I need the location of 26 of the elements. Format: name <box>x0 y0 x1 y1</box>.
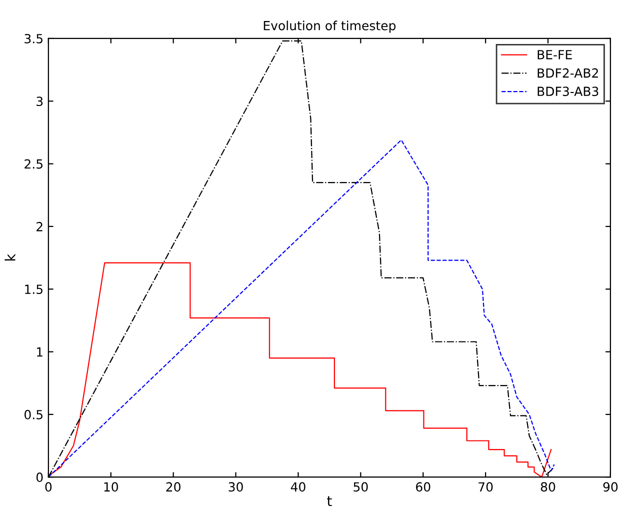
x-tick-label: 30 <box>228 482 243 492</box>
x-tick-label: 20 <box>166 482 180 492</box>
x-tick-label: 90 <box>603 482 618 492</box>
y-tick-label: 2 <box>36 222 42 232</box>
x-tick-label: 0 <box>45 482 52 492</box>
y-tick-label: 1.5 <box>25 284 42 294</box>
x-tick-label: 10 <box>104 482 118 492</box>
line-series <box>48 139 555 478</box>
legend-label: BDF3-AB3 <box>538 86 598 96</box>
y-tick-label: 0 <box>36 472 43 482</box>
x-tick-label: 50 <box>354 482 368 492</box>
chart-title: Evolution of timestep <box>264 20 396 33</box>
y-axis-title: k <box>4 254 16 261</box>
legend-label: BE-FE <box>538 50 572 60</box>
legend-label: BDF2-AB2 <box>538 68 598 78</box>
x-tick-label: 80 <box>540 482 556 492</box>
y-tick-label: 1 <box>36 347 42 357</box>
y-tick-label: 3.5 <box>24 34 42 44</box>
y-tick-label: 2.5 <box>24 159 42 169</box>
y-tick-label: 0.5 <box>24 410 42 420</box>
x-tick-label: 40 <box>290 482 306 492</box>
y-tick-label: 3 <box>36 96 43 106</box>
x-axis-title: t <box>327 496 332 506</box>
x-tick-label: 70 <box>478 482 493 492</box>
line-series <box>48 262 552 478</box>
x-tick-label: 60 <box>416 482 430 492</box>
